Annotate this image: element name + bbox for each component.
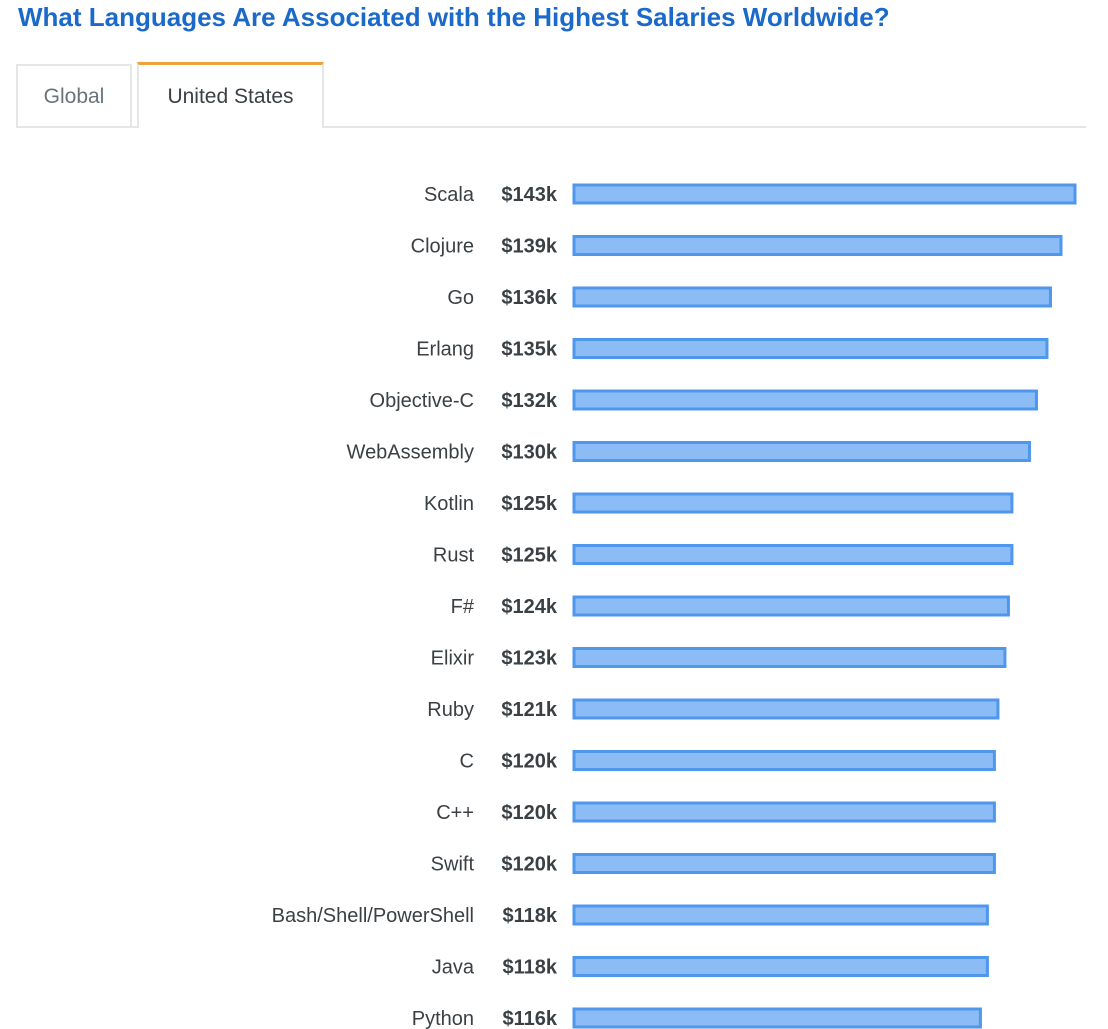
language-label: Bash/Shell/PowerShell bbox=[272, 905, 474, 927]
salary-bar bbox=[572, 595, 1010, 617]
salary-bar bbox=[572, 338, 1049, 359]
salary-value-label: $118k bbox=[502, 957, 557, 979]
language-label: Go bbox=[447, 287, 474, 309]
language-label: Python bbox=[412, 1008, 474, 1029]
salary-value-label: $120k bbox=[501, 751, 557, 773]
salary-bar bbox=[572, 544, 1014, 565]
salary-value-label: $143k bbox=[501, 184, 557, 206]
language-label: Rust bbox=[433, 545, 475, 567]
salary-bar bbox=[572, 904, 989, 926]
tab-united-states[interactable]: United States bbox=[137, 62, 324, 128]
language-label: WebAssembly bbox=[347, 442, 474, 464]
salary-bar-chart: Scala $143k Clojure $139k Go $136k Erlang $135k… bbox=[272, 183, 1077, 1029]
language-label: C++ bbox=[436, 802, 474, 824]
salary-value-label: $135k bbox=[501, 339, 557, 361]
language-label: C bbox=[460, 751, 474, 773]
language-label: Swift bbox=[431, 854, 475, 876]
salary-bar bbox=[572, 750, 996, 771]
salary-bar bbox=[572, 853, 996, 874]
salary-bar bbox=[572, 235, 1063, 256]
tab-bar-divider bbox=[16, 126, 1086, 128]
language-label: Erlang bbox=[416, 339, 474, 361]
salary-bar bbox=[572, 492, 1014, 514]
language-label: Ruby bbox=[427, 699, 474, 721]
salary-bar bbox=[572, 389, 1038, 411]
language-label: Kotlin bbox=[424, 493, 474, 515]
salary-bar bbox=[572, 801, 996, 823]
salary-bar bbox=[572, 441, 1031, 462]
salary-value-label: $124k bbox=[501, 596, 557, 618]
salary-value-label: $120k bbox=[501, 854, 557, 876]
salary-value-label: $130k bbox=[501, 442, 557, 464]
salary-value-label: $125k bbox=[501, 493, 557, 515]
salary-value-label: $116k bbox=[502, 1008, 557, 1029]
language-label: Clojure bbox=[411, 236, 474, 258]
salary-value-label: $136k bbox=[501, 287, 557, 309]
language-label: Elixir bbox=[431, 648, 475, 670]
salary-bar bbox=[572, 183, 1077, 205]
page-title: What Languages Are Associated with the H… bbox=[18, 2, 890, 32]
chart-rows: Scala $143k Clojure $139k Go $136k Erlang $135k… bbox=[272, 183, 1077, 1029]
salary-bar bbox=[572, 1007, 982, 1029]
salary-value-label: $139k bbox=[501, 236, 557, 258]
salary-bar bbox=[572, 698, 1000, 720]
tab-bar: Global United States bbox=[16, 62, 1086, 128]
language-label: F# bbox=[451, 596, 475, 618]
salary-value-label: $125k bbox=[501, 545, 557, 567]
salary-value-label: $123k bbox=[501, 648, 557, 670]
salary-bar bbox=[572, 956, 989, 977]
salary-value-label: $118k bbox=[502, 905, 557, 927]
salary-bar bbox=[572, 647, 1007, 668]
language-label: Scala bbox=[424, 184, 475, 206]
salary-value-label: $120k bbox=[501, 802, 557, 824]
language-label: Objective-C bbox=[370, 390, 474, 412]
language-label: Java bbox=[432, 957, 475, 979]
tab-global[interactable]: Global bbox=[16, 64, 132, 126]
salary-bar bbox=[572, 286, 1052, 308]
salary-value-label: $121k bbox=[501, 699, 557, 721]
salary-value-label: $132k bbox=[501, 390, 557, 412]
